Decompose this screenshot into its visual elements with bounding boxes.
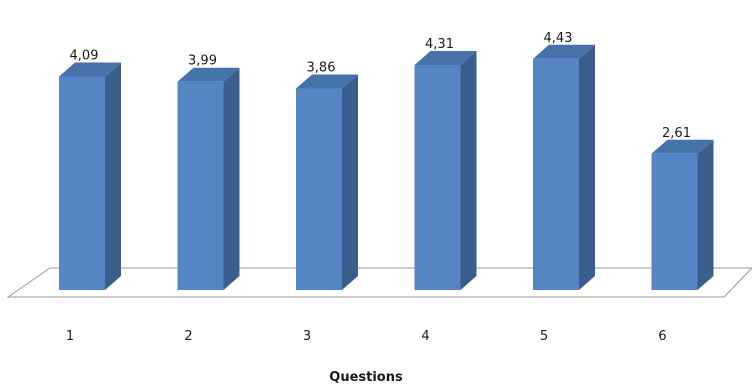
bar-side [342, 74, 358, 291]
bar-front [177, 81, 224, 290]
x-tick-labels: 1 2 3 4 5 6 [66, 329, 667, 344]
bar-3 [296, 74, 358, 291]
x-axis-title: Questions [329, 370, 403, 384]
bar-side [579, 44, 595, 291]
x-tick-3: 3 [303, 329, 311, 344]
bar-5 [533, 44, 595, 291]
bar-side [460, 51, 477, 290]
bar-6 [651, 139, 714, 290]
bar-top [651, 139, 714, 154]
x-tick-2: 2 [184, 329, 192, 344]
x-tick-5: 5 [540, 329, 548, 344]
bar-front [296, 88, 342, 291]
x-tick-6: 6 [658, 329, 666, 344]
bar-front [651, 153, 698, 290]
data-label-4: 4,31 [425, 37, 454, 52]
bar-top [296, 74, 358, 89]
data-labels-group: 4,09 3,99 3,86 4,31 4,43 2,61 [70, 31, 691, 141]
data-label-6: 2,61 [662, 126, 691, 141]
bar-side [697, 139, 714, 290]
bar-front [59, 76, 105, 290]
data-label-2: 3,99 [188, 54, 217, 69]
bar-2 [177, 67, 240, 290]
bar-1 [59, 62, 121, 290]
bar-4 [414, 51, 477, 290]
bar-front [533, 58, 579, 291]
bar-top [177, 67, 240, 82]
x-tick-1: 1 [66, 329, 74, 344]
bar-front [414, 65, 461, 290]
bar-side [105, 62, 121, 290]
bar-side [223, 67, 240, 290]
bar-top [414, 51, 477, 66]
data-label-1: 4,09 [70, 49, 99, 64]
x-tick-4: 4 [421, 329, 429, 344]
bar-top [533, 44, 595, 59]
bars-group [59, 44, 714, 291]
bar-top [59, 62, 121, 77]
data-label-3: 3,86 [307, 61, 336, 76]
data-label-5: 4,43 [544, 31, 573, 46]
